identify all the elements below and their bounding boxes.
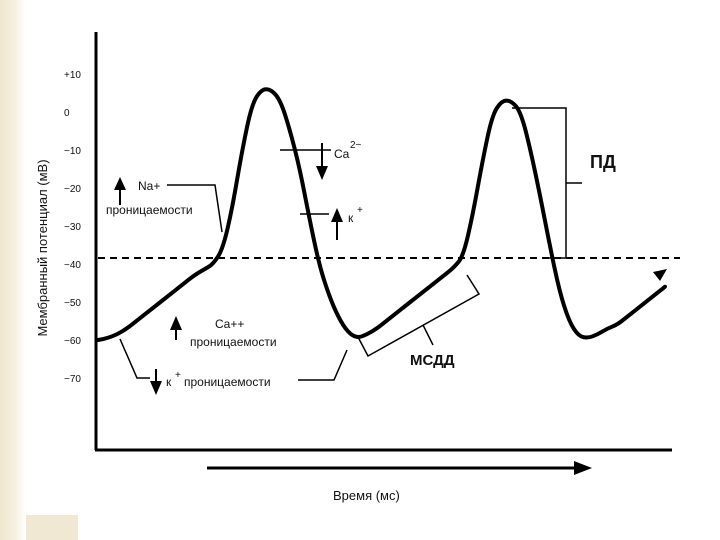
curve-arrowhead [653,269,667,281]
na-permeability-label: проницаемости [106,203,193,217]
y-tick-label: −10 [64,146,81,157]
y-tick-label: +10 [64,70,81,81]
k-ion-label-bottom: к [166,375,172,389]
k-leader-line-bottom-left [119,338,150,379]
k-charge-label-top: + [357,205,363,216]
msdd-label: МСДД [410,352,455,369]
ca2-ion-label: Ca [334,147,350,161]
y-axis-label: Мембранный потенциал (мВ) [35,159,50,336]
k-ion-label-top: к [348,211,354,225]
down-arrow-icon [316,166,328,180]
x-axis-label: Время (мс) [333,488,400,503]
time-arrowhead [574,461,592,475]
y-tick-label: 0 [64,108,70,119]
na-leader-line [167,184,223,233]
ca-ion-label: Ca++ [215,317,244,331]
y-tick-label: −40 [64,260,81,271]
msdd-bracket [357,274,481,358]
y-tick-label: −70 [64,374,81,385]
down-arrow-icon [150,381,162,395]
pd-label: ПД [590,152,616,172]
msdd-bracket-tick [422,324,434,346]
slide-decoration-strip [0,0,26,540]
y-tick-label: −60 [64,336,81,347]
k-charge-label-bottom: + [175,370,181,381]
y-tick-labels: +10 0 −10 −20 −30 −40 −50 −60 −70 [64,70,81,385]
y-tick-label: −30 [64,222,81,233]
ca2-charge-label: 2− [350,140,362,151]
na-ion-label: Na+ [138,179,160,193]
slide-decoration-corner [26,515,78,540]
up-arrow-icon [170,316,182,330]
k-permeability-label: проницаемости [184,375,271,389]
membrane-potential-curve [96,87,667,342]
up-arrow-icon [331,208,343,222]
up-arrow-icon [114,177,126,190]
ca-permeability-label: проницаемости [190,335,277,349]
k-leader-line-bottom-right [298,349,348,381]
y-tick-label: −50 [64,298,81,309]
y-tick-label: −20 [64,184,81,195]
